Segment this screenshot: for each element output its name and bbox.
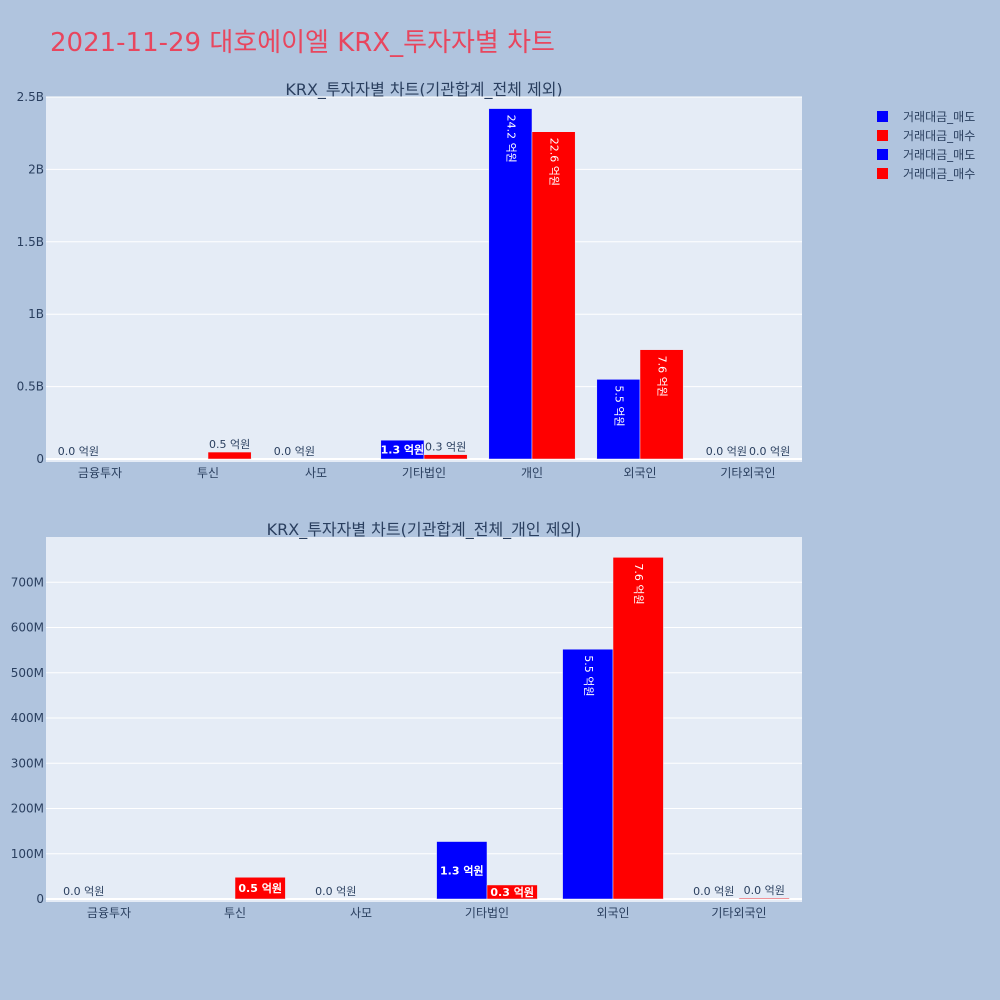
x-tick-label: 투신 <box>224 906 246 920</box>
chart-title: KRX_투자자별 차트(기관합계_전체 제외) <box>285 80 562 100</box>
x-tick-label: 금융투자 <box>87 906 131 920</box>
y-tick-label: 2.5B <box>17 90 44 104</box>
data-label: 0.3 억원 <box>490 885 534 899</box>
bar-buy <box>234 877 286 900</box>
data-label: 0.0 억원 <box>315 885 356 898</box>
data-label: 0.0 억원 <box>749 445 790 458</box>
legend-item: 거래대금_매도 <box>903 110 975 124</box>
bar-sell <box>596 379 641 460</box>
data-label: 0.0 억원 <box>63 885 104 898</box>
legend-swatch <box>877 168 888 179</box>
bar-sell <box>436 841 488 900</box>
x-tick-label: 투신 <box>197 466 219 480</box>
x-tick-label: 사모 <box>305 466 327 480</box>
data-label: 0.0 억원 <box>706 445 747 458</box>
x-tick-label: 기타법인 <box>402 466 446 480</box>
page-title: 2021-11-29 대호에이엘 KRX_투자자별 차트 <box>50 28 555 58</box>
data-label: 5.5 억원 <box>612 385 625 426</box>
bar-sell <box>380 439 425 460</box>
y-tick-label: 100M <box>11 847 44 861</box>
y-tick-label: 0.5B <box>17 380 44 394</box>
bar-buy <box>639 349 684 460</box>
plot-area <box>46 97 802 462</box>
chart-2: KRX_투자자별 차트(기관합계_전체_개인 제외) 0 100M 200M 300M 4… <box>11 520 802 920</box>
bar-buy <box>738 897 790 900</box>
x-tick-label: 금융투자 <box>78 466 122 480</box>
data-label: 22.6 억원 <box>548 138 561 186</box>
data-label: 24.2 억원 <box>504 115 517 163</box>
bar-buy <box>612 557 664 900</box>
y-tick-label: 200M <box>11 802 44 816</box>
y-tick-label: 1.5B <box>17 235 44 249</box>
legend-swatch <box>877 111 888 122</box>
data-label: 0.0 억원 <box>744 884 785 897</box>
chart-title: KRX_투자자별 차트(기관합계_전체_개인 제외) <box>267 520 582 540</box>
data-label: 0.5 억원 <box>238 881 282 895</box>
x-tick-label: 기타법인 <box>465 906 509 920</box>
y-tick-label: 2B <box>28 162 44 176</box>
plot-area <box>46 537 802 902</box>
y-tick-label: 700M <box>11 575 44 589</box>
data-label: 0.0 억원 <box>274 445 315 458</box>
data-label: 0.0 억원 <box>58 445 99 458</box>
data-label: 0.5 억원 <box>209 438 250 451</box>
legend-item: 거래대금_매수 <box>903 167 975 181</box>
x-tick-label: 기타외국인 <box>720 466 775 480</box>
legend-item: 거래대금_매수 <box>903 129 975 143</box>
y-tick-label: 0 <box>36 892 44 906</box>
y-tick-label: 400M <box>11 711 44 725</box>
y-tick-label: 500M <box>11 666 44 680</box>
bar-sell <box>562 648 614 900</box>
x-tick-label: 외국인 <box>623 466 656 480</box>
bar-buy <box>423 454 468 460</box>
data-label: 7.6 억원 <box>656 356 669 397</box>
data-label: 0.3 억원 <box>425 441 466 454</box>
y-tick-label: 0 <box>36 452 44 466</box>
data-label: 1.3 억원 <box>381 443 425 457</box>
legend-swatch <box>877 130 888 141</box>
data-label: 7.6 억원 <box>632 563 645 604</box>
x-tick-label: 사모 <box>350 906 372 920</box>
x-tick-label: 기타외국인 <box>711 906 766 920</box>
y-tick-label: 600M <box>11 621 44 635</box>
x-tick-label: 개인 <box>521 466 543 480</box>
chart-1: KRX_투자자별 차트(기관합계_전체 제외) 0 0.5B 1B 1.5B 2B 2.5B… <box>17 80 802 480</box>
bar-buy <box>531 131 576 460</box>
legend-swatch <box>877 149 888 160</box>
y-tick-label: 1B <box>28 307 44 321</box>
legend-item: 거래대금_매도 <box>903 148 975 162</box>
data-label: 0.0 억원 <box>693 885 734 898</box>
bar-buy <box>486 884 538 900</box>
bar-sell <box>488 108 533 460</box>
data-label: 1.3 억원 <box>440 863 484 877</box>
x-tick-label: 외국인 <box>596 906 629 920</box>
data-label: 5.5 억원 <box>582 655 595 696</box>
y-tick-label: 300M <box>11 756 44 770</box>
bar-buy <box>207 451 252 460</box>
